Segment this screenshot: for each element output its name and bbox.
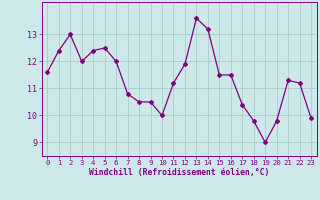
X-axis label: Windchill (Refroidissement éolien,°C): Windchill (Refroidissement éolien,°C) bbox=[89, 168, 269, 177]
